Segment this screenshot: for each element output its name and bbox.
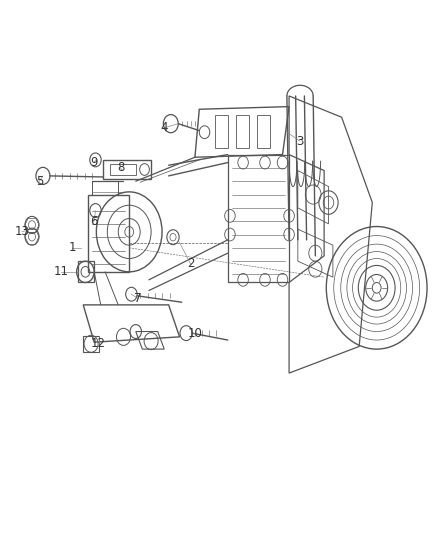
Text: 6: 6 (90, 215, 98, 228)
Text: 9: 9 (90, 156, 98, 169)
Text: 2: 2 (187, 257, 194, 270)
Text: 8: 8 (117, 161, 124, 174)
Text: 11: 11 (54, 265, 69, 278)
Text: 3: 3 (297, 135, 304, 148)
Text: 13: 13 (14, 225, 29, 238)
Text: 5: 5 (36, 175, 43, 188)
Text: 7: 7 (134, 292, 142, 305)
Text: 10: 10 (187, 327, 202, 340)
Text: 1: 1 (68, 241, 76, 254)
Text: 4: 4 (160, 122, 168, 134)
Text: 12: 12 (91, 337, 106, 350)
